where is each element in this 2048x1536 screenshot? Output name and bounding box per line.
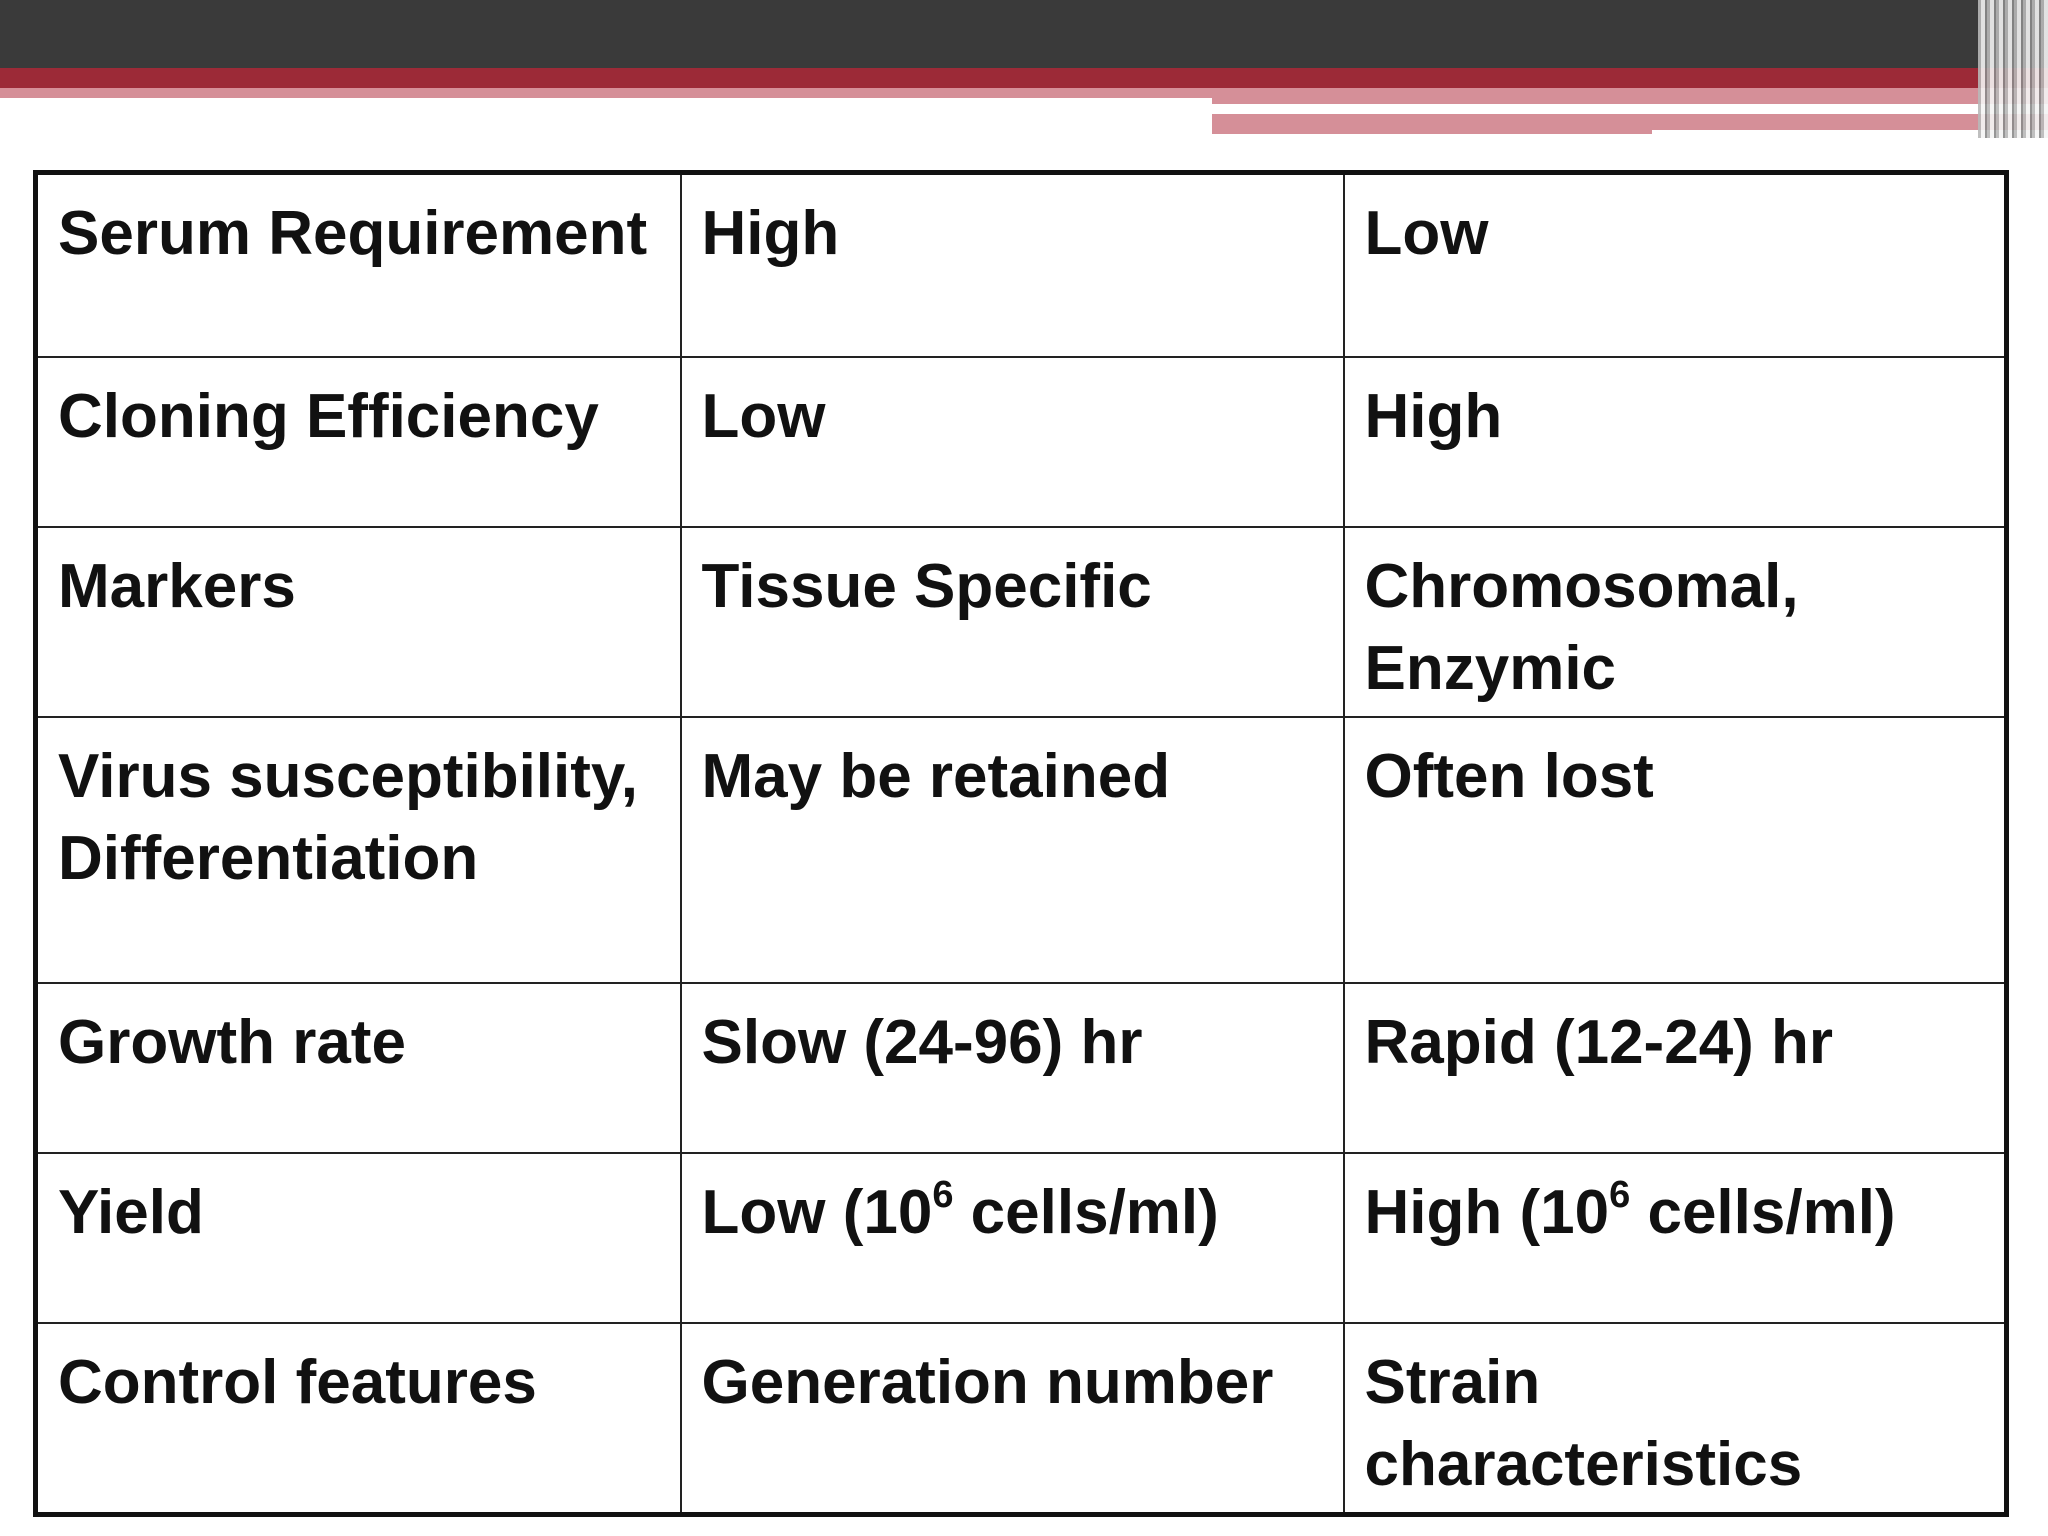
table-row: Markers Tissue Specific Chromosomal, Enz… [34, 525, 2008, 718]
value-cell-a: Generation number [679, 1321, 1345, 1515]
feature-cell: Growth rate [34, 981, 682, 1154]
value-cell-a: Low [679, 355, 1345, 528]
table-row: Growth rate Slow (24-96) hr Rapid (12-24… [34, 981, 2008, 1154]
feature-cell: Serum Requirement [34, 171, 682, 358]
header-stripes-decoration [1978, 0, 2048, 138]
value-cell-b: Rapid (12-24) hr [1342, 981, 2008, 1154]
comparison-table: Serum Requirement High Low Cloning Effic… [33, 170, 2009, 1517]
yield-low-exponent: 6 [932, 1173, 954, 1216]
value-cell-a: Low (106 cells/ml) [679, 1151, 1345, 1324]
header-pink-band-left [0, 88, 1212, 98]
table-row: Virus susceptibility, Differentiation Ma… [34, 715, 2008, 984]
value-cell-b: High (106 cells/ml) [1342, 1151, 2008, 1324]
feature-cell: Virus susceptibility, Differentiation [34, 715, 682, 984]
value-cell-b: Chromosomal, Enzymic [1342, 525, 2008, 718]
value-cell-b: Low [1342, 171, 2008, 358]
header-pink-band-bottom [1212, 114, 2048, 134]
header-dark-band [0, 0, 2048, 68]
value-cell-b: High [1342, 355, 2008, 528]
yield-low-before: Low (10 [701, 1177, 933, 1247]
header-white-gap [1652, 130, 2048, 136]
yield-high-before: High (10 [1364, 1177, 1610, 1247]
yield-high-exponent: 6 [1609, 1173, 1631, 1216]
feature-cell: Markers [34, 525, 682, 718]
header-red-band [0, 68, 2048, 88]
header-white-line [1212, 110, 1897, 114]
header-pink-band-right [1212, 88, 2048, 104]
feature-cell: Cloning Efficiency [34, 355, 682, 528]
feature-cell: Control features [34, 1321, 682, 1515]
value-cell-b: Strain characteristics [1342, 1321, 2008, 1515]
table-row: Control features Generation number Strai… [34, 1321, 2008, 1515]
table-row: Serum Requirement High Low [34, 171, 2008, 358]
value-cell-a: Tissue Specific [679, 525, 1345, 718]
comparison-table-wrapper: Serum Requirement High Low Cloning Effic… [33, 170, 2009, 1517]
value-cell-a: High [679, 171, 1345, 358]
value-cell-b: Often lost [1342, 715, 2008, 984]
value-cell-a: Slow (24-96) hr [679, 981, 1345, 1154]
value-cell-a: May be retained [679, 715, 1345, 984]
table-row: Cloning Efficiency Low High [34, 355, 2008, 528]
yield-low-after: cells/ml) [953, 1177, 1219, 1247]
table-row: Yield Low (106 cells/ml) High (106 cells… [34, 1151, 2008, 1324]
yield-high-after: cells/ml) [1630, 1177, 1896, 1247]
feature-cell: Yield [34, 1151, 682, 1324]
